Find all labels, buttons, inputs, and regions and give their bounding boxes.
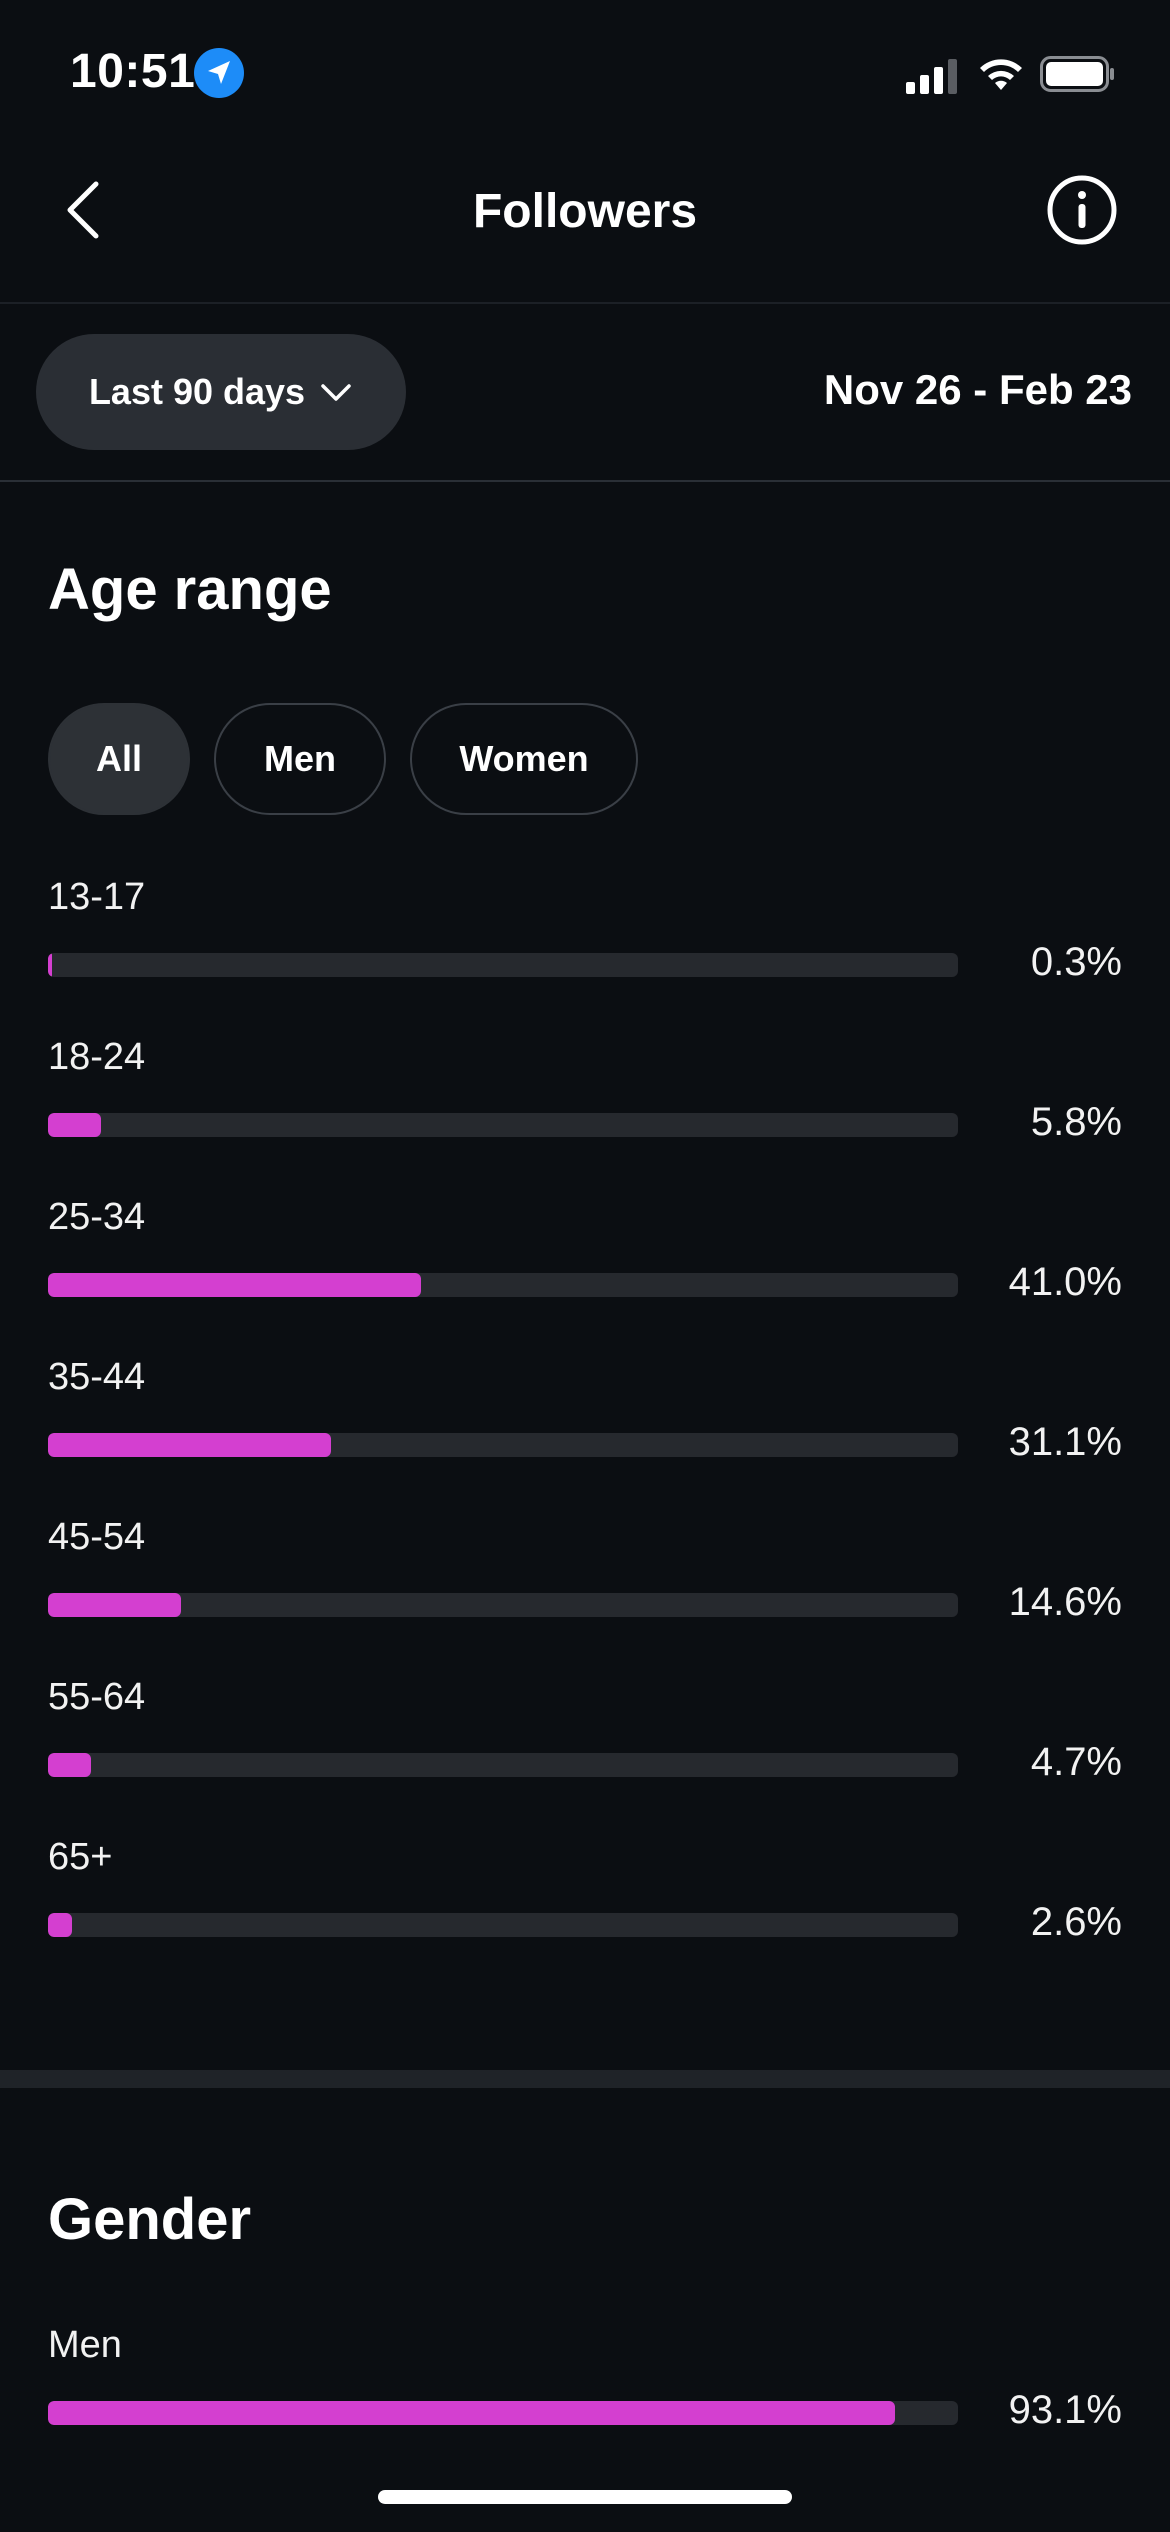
bar-label: 65+ — [48, 1836, 113, 1878]
bar-track — [48, 953, 958, 977]
navigation-bar: Followers — [0, 150, 1170, 304]
age-bar-row: 65+ 2.6% — [48, 1836, 1122, 1956]
bar-track — [48, 1593, 958, 1617]
page-title: Followers — [472, 185, 698, 238]
bar-value: 41.0% — [1008, 1260, 1122, 1304]
bar-value: 0.3% — [1030, 940, 1122, 984]
age-bar-row: 45-54 14.6% — [48, 1516, 1122, 1636]
gender-title: Gender — [48, 2187, 252, 2252]
bar-label: 25-34 — [48, 1196, 146, 1238]
bar-fill — [48, 1433, 331, 1457]
filter-chip-women[interactable]: Women — [410, 703, 638, 815]
battery-icon — [1040, 56, 1114, 92]
bar-track — [48, 1273, 958, 1297]
bar-track — [48, 1753, 958, 1777]
cellular-signal-icon — [906, 59, 957, 94]
bar-value: 31.1% — [1008, 1420, 1122, 1464]
bar-fill — [48, 1593, 181, 1617]
bar-fill — [48, 1753, 91, 1777]
filter-chip-men[interactable]: Men — [214, 703, 386, 815]
date-range-row: Last 90 days Nov 26 - Feb 23 — [0, 304, 1170, 482]
age-bar-row: 25-34 41.0% — [48, 1196, 1122, 1316]
bar-fill — [48, 2401, 895, 2425]
back-chevron-icon[interactable] — [56, 178, 120, 242]
bar-label: 18-24 — [48, 1036, 146, 1078]
wifi-icon — [980, 59, 1022, 90]
location-arrow-icon — [194, 48, 244, 98]
age-bar-row: 18-24 5.8% — [48, 1036, 1122, 1156]
date-range-label: Last 90 days — [88, 371, 306, 412]
gender-bar-row: Men 93.1% — [48, 2324, 1122, 2444]
status-bar: 10:51 — [0, 0, 1170, 150]
bar-label: 45-54 — [48, 1516, 146, 1558]
bar-fill — [48, 1273, 421, 1297]
bar-value: 5.8% — [1030, 1100, 1122, 1144]
bar-track — [48, 1113, 958, 1137]
bar-label: Men — [48, 2324, 122, 2366]
section-divider — [0, 2070, 1170, 2088]
bar-value: 2.6% — [1030, 1900, 1122, 1944]
bar-label: 13-17 — [48, 876, 146, 918]
bar-value: 14.6% — [1008, 1580, 1122, 1624]
age-bar-row: 13-17 0.3% — [48, 876, 1122, 996]
date-range-dropdown[interactable]: Last 90 days — [36, 334, 406, 450]
bar-track — [48, 1433, 958, 1457]
age-bar-row: 55-64 4.7% — [48, 1676, 1122, 1796]
home-indicator — [378, 2490, 792, 2504]
bar-value: 4.7% — [1030, 1740, 1122, 1784]
bar-fill — [48, 1913, 72, 1937]
age-bar-row: 35-44 31.1% — [48, 1356, 1122, 1476]
status-time: 10:51 — [70, 45, 196, 98]
date-range-text: Nov 26 - Feb 23 — [823, 366, 1132, 413]
bar-value: 93.1% — [1008, 2388, 1122, 2432]
bar-track — [48, 2401, 958, 2425]
bar-fill — [48, 1113, 101, 1137]
chevron-down-icon — [321, 384, 351, 401]
filter-chip-all[interactable]: All — [48, 703, 190, 815]
bar-label: 35-44 — [48, 1356, 146, 1398]
bar-fill — [48, 953, 52, 977]
bar-label: 55-64 — [48, 1676, 146, 1718]
age-filter-chips: All Men Women — [48, 703, 638, 815]
info-icon[interactable] — [1046, 174, 1118, 246]
bar-track — [48, 1913, 958, 1937]
age-range-title: Age range — [48, 557, 332, 622]
